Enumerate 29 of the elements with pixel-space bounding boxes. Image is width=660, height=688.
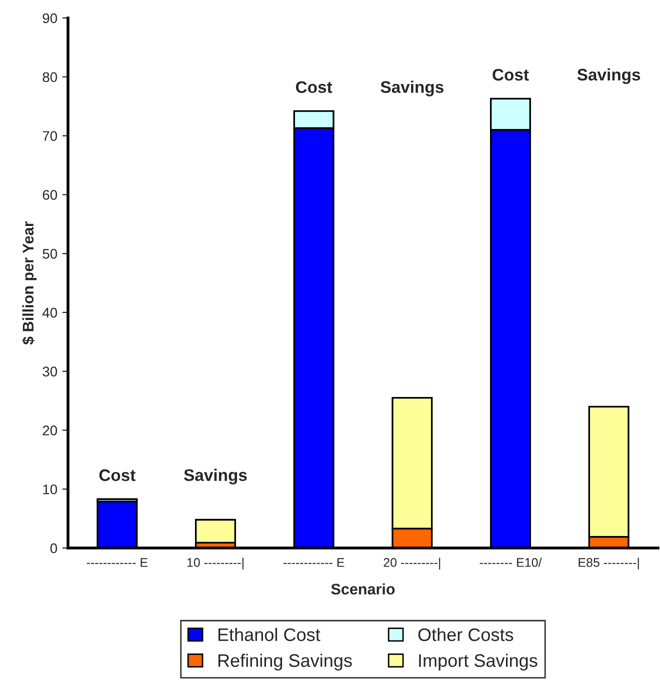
- y-tick-label: 40: [42, 308, 58, 318]
- bar: [195, 518, 236, 544]
- y-tick-label: 90: [42, 13, 58, 24]
- y-tick-label: 60: [42, 190, 58, 200]
- annotation: Cost: [296, 81, 332, 94]
- x-tick-label: -------- E10/: [480, 558, 542, 567]
- annotation: Savings: [577, 68, 640, 84]
- y-tick-label: 80: [42, 72, 58, 82]
- annotation: Cost: [492, 68, 529, 81]
- y-tick-label: 0: [50, 543, 58, 554]
- annotation: Savings: [380, 80, 444, 96]
- y-axis-title: $ Billion per Year: [22, 221, 37, 345]
- x-tick-label: 10 ---------|: [187, 558, 244, 570]
- legend-label: Other Costs: [418, 628, 514, 642]
- annotation: Cost: [99, 469, 136, 482]
- annotation: Savings: [184, 468, 247, 484]
- x-tick-label: 20 ---------|: [384, 558, 440, 570]
- y-tick-label: 10: [43, 484, 58, 494]
- x-tick-label: ------------ E: [86, 558, 148, 567]
- legend-label: Ethanol Cost: [218, 628, 320, 642]
- x-tick-label: ------------ E: [284, 558, 344, 567]
- x-tick-label: E85 --------|: [578, 558, 639, 570]
- legend-label: Refining Savings: [218, 654, 352, 671]
- legend-label: Import Savings: [419, 654, 538, 671]
- y-tick-label: 30: [42, 366, 58, 377]
- y-tick-label: 20: [42, 426, 58, 436]
- x-axis-title: Scenario: [331, 583, 395, 595]
- y-tick-label: 70: [42, 131, 58, 141]
- y-tick-label: 50: [42, 248, 58, 259]
